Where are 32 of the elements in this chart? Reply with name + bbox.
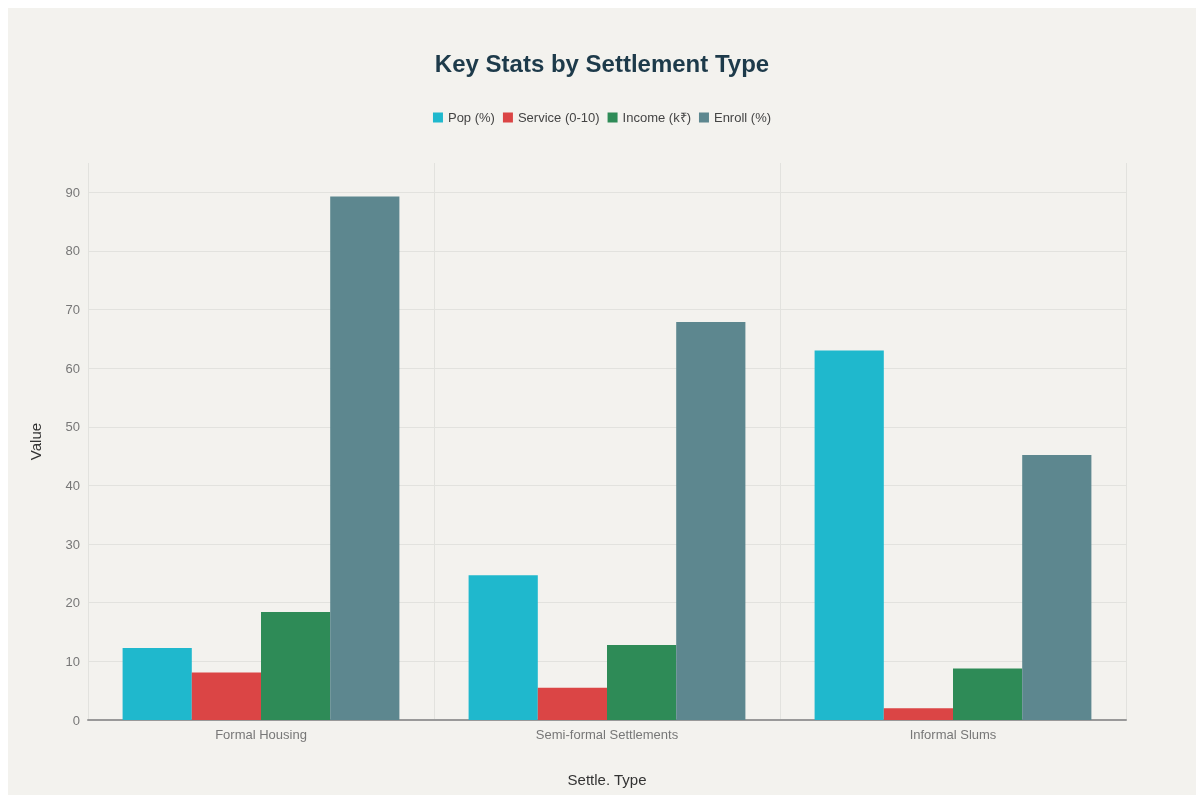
bar: [883, 708, 953, 720]
bar: [814, 350, 884, 720]
x-tick-label: Semi-formal Settlements: [535, 727, 679, 742]
legend-label: Enroll (%): [713, 110, 772, 125]
y-tick-label: 70: [65, 302, 80, 318]
bar: [122, 647, 192, 720]
y-tick-label: 20: [65, 595, 80, 611]
bar: [191, 672, 261, 720]
bar: [537, 687, 607, 720]
y-tick-label: 60: [65, 360, 80, 376]
y-tick-label: 90: [65, 184, 80, 200]
bar: [261, 612, 331, 720]
legend-label: Service (0-10): [517, 110, 600, 125]
x-axis-title: Settle. Type: [567, 771, 647, 788]
y-tick-label: 0: [72, 712, 80, 728]
y-tick-label: 30: [65, 536, 80, 552]
x-tick-label: Formal Housing: [215, 727, 307, 742]
bar: [953, 668, 1023, 720]
legend-label: Income (k₹): [622, 110, 691, 125]
bar: [607, 644, 677, 720]
bar: [330, 196, 400, 720]
bar: [676, 321, 746, 720]
bar: [1022, 454, 1092, 720]
chart-title: Key Stats by Settlement Type: [434, 49, 770, 77]
legend-label: Pop (%): [447, 110, 495, 125]
y-tick-label: 40: [65, 477, 80, 493]
y-tick-label: 10: [65, 653, 80, 669]
y-axis-title: Value: [27, 422, 44, 461]
y-tick-label: 50: [65, 419, 80, 435]
x-tick-label: Informal Slums: [909, 727, 997, 742]
bar: [468, 575, 538, 720]
y-tick-label: 80: [65, 243, 80, 259]
